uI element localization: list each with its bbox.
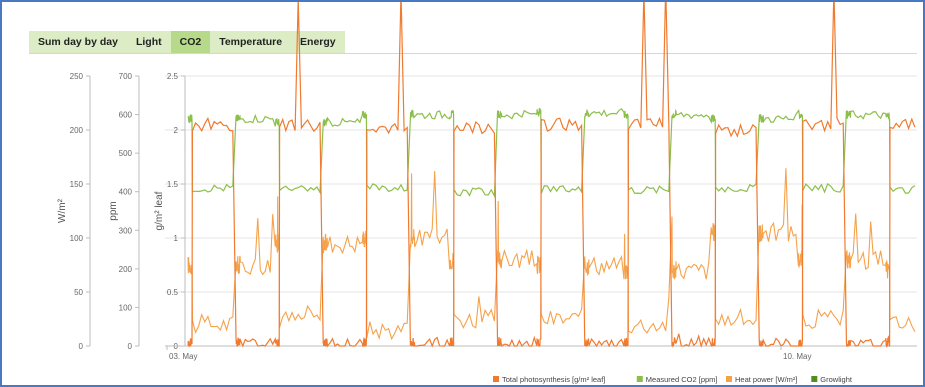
- series-heat-power: [187, 168, 916, 341]
- tick-label: 1.5: [167, 180, 179, 189]
- tick-label: 2: [174, 126, 179, 135]
- tick-label: 0.5: [167, 288, 179, 297]
- legend-item: Heat power [W/m²]: [735, 375, 798, 384]
- tab-light[interactable]: Light: [135, 36, 162, 48]
- axes: 250200150100500W/m²700600500400300200100…: [57, 72, 917, 351]
- legend-swatch: [636, 376, 643, 382]
- tab-temperature[interactable]: Temperature: [219, 36, 283, 48]
- tick-label: 100: [70, 234, 84, 243]
- tick-label: 100: [119, 303, 133, 312]
- tab-underline: [29, 53, 917, 54]
- legend-item: Total photosynthesis [g/m² leaf]: [502, 375, 605, 384]
- x-tick-label: 10. May: [783, 352, 811, 361]
- tick-label: 300: [119, 226, 133, 235]
- tick-label: 500: [119, 149, 133, 158]
- legend[interactable]: Total photosynthesis [g/m² leaf] Measured…: [493, 375, 853, 384]
- tick-label: 250: [70, 72, 84, 81]
- tab-sum-day-by-day[interactable]: Sum day by day: [38, 36, 118, 48]
- tick-label: 200: [119, 265, 133, 274]
- tick-label: 50: [74, 288, 83, 297]
- tick-label: 1: [174, 234, 179, 243]
- tick-label: 400: [119, 188, 133, 197]
- x-tick-label: 03. May: [169, 352, 197, 361]
- tab-energy[interactable]: Energy: [300, 36, 336, 48]
- tick-label: 700: [119, 72, 133, 81]
- tick-label: 2.5: [167, 72, 179, 81]
- legend-item: Growlight: [820, 375, 853, 384]
- legend-swatch: [811, 376, 818, 382]
- axis-label: g/m² leaf: [154, 191, 165, 230]
- tab-bar: Sum day by day Light CO2 Temperature Ene…: [29, 31, 345, 53]
- tick-label: 0: [128, 342, 133, 351]
- legend-swatch: [493, 376, 499, 382]
- series-lines: [187, 2, 916, 349]
- tick-label: 600: [119, 111, 133, 120]
- tick-label: 0: [79, 342, 84, 351]
- x-axis: 03. May 10. May: [166, 346, 811, 361]
- legend-swatch: [726, 376, 732, 382]
- tick-label: 150: [70, 180, 84, 189]
- axis-label: ppm: [108, 201, 119, 220]
- series-total-photosynthesis: [187, 2, 916, 349]
- legend-item: Measured CO2 [ppm]: [646, 375, 718, 384]
- tick-label: 200: [70, 126, 84, 135]
- tab-co2[interactable]: CO2: [170, 31, 211, 53]
- axis-label: W/m²: [57, 198, 68, 223]
- series-measured-co2: [187, 107, 916, 199]
